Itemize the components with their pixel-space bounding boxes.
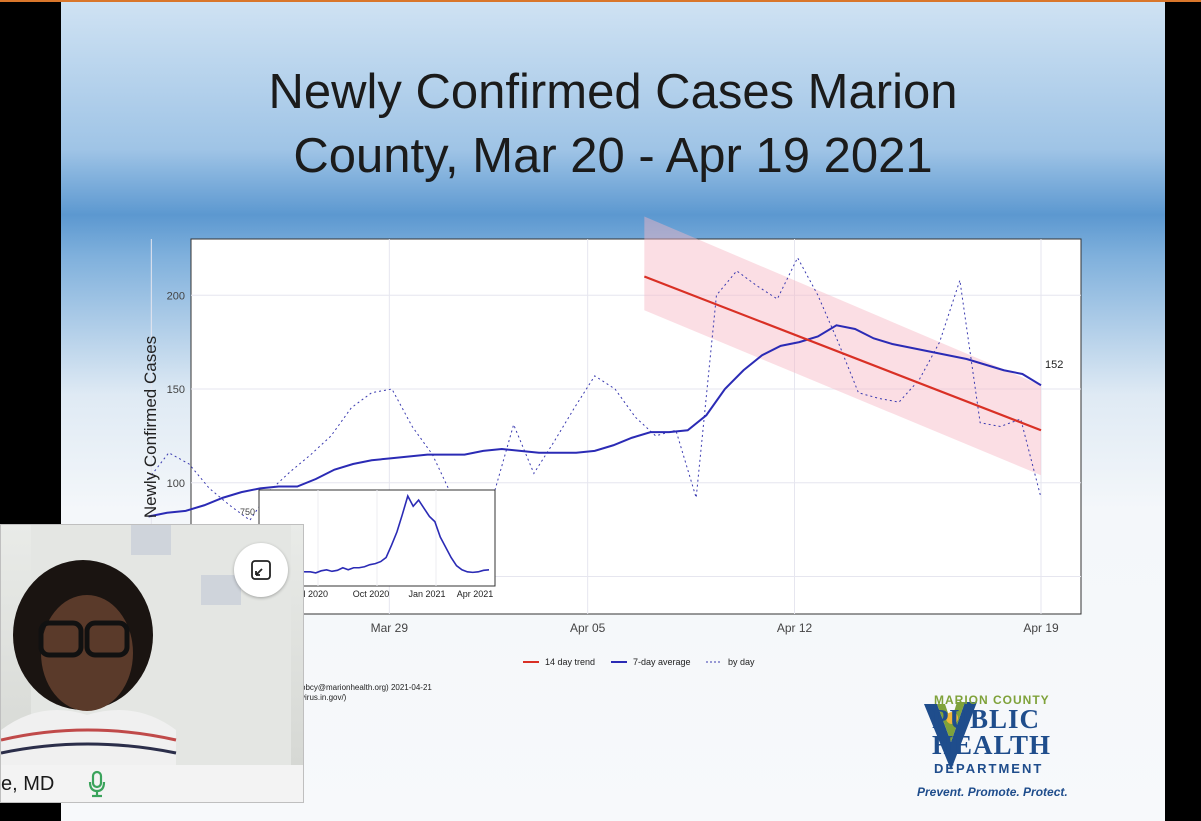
series-by-day (148, 256, 1042, 521)
last-value-label: 152 (1045, 359, 1063, 371)
inset-grid (317, 490, 437, 586)
series-7-day-average (148, 324, 1042, 518)
y-tick-label: 100 (167, 478, 185, 490)
trend-confidence-band (644, 216, 1041, 476)
logo-shield-icon (924, 702, 977, 770)
legend-item: 7-day average (611, 657, 691, 667)
speaker-video-tile[interactable]: e, MD (0, 524, 304, 803)
logo-health: HEALTH (932, 730, 1052, 760)
y-axis-label: Newly Confirmed Cases (141, 336, 160, 518)
trend-ci-band (644, 216, 1041, 476)
legend-item: by day (706, 657, 755, 667)
legend-label: 7-day average (633, 657, 691, 667)
participant-name-bar: e, MD (1, 765, 303, 802)
legend: 14 day trend 7-day average by day (523, 657, 755, 667)
expand-icon (251, 560, 271, 580)
microphone-icon[interactable] (87, 769, 107, 799)
x-tick-label: Mar 29 (371, 621, 409, 635)
x-tick-label: Apr 12 (777, 621, 813, 635)
health-department-logo (924, 702, 977, 770)
slide-title-line-1: Newly Confirmed Cases Marion (268, 65, 958, 119)
legend-label: by day (728, 657, 755, 667)
footnote-line-1: obcy@marionhealth.org) 2021-04-21 (301, 683, 432, 692)
inset-series-line (266, 493, 490, 574)
logo-public: PUBLIC (932, 704, 1041, 734)
inset-x-tick: Jul 2020 (294, 589, 328, 599)
legend-label: 14 day trend (545, 657, 595, 667)
logo-department: DEPARTMENT (934, 761, 1044, 776)
logo-county: MARION COUNTY (934, 693, 1050, 707)
participant-name: e, MD (1, 773, 55, 795)
x-tick-label: Apr 05 (570, 621, 606, 635)
inset-x-tick: Jan 2021 (408, 589, 445, 599)
legend-item: 14 day trend (523, 657, 595, 667)
slide-title-line-2: County, Mar 20 - Apr 19 2021 (293, 129, 933, 183)
expand-video-button[interactable] (234, 543, 288, 597)
inset-series (266, 493, 490, 574)
series-14-day-trend (643, 275, 1042, 432)
inset-x-tick: Apr 2021 (457, 589, 494, 599)
footnote-line-2: virus.in.gov/) (301, 693, 347, 702)
x-tick-label: Apr 19 (1023, 621, 1059, 635)
window-top-accent (0, 0, 1201, 2)
inset-x-tick: Oct 2020 (353, 589, 390, 599)
inset-y-tick: 750 (240, 507, 255, 517)
y-tick-label: 200 (167, 290, 185, 302)
series-lines (148, 256, 1042, 521)
logo-tagline: Prevent. Promote. Protect. (917, 785, 1068, 799)
speaker-video-image (1, 525, 291, 765)
slide-title: Newly Confirmed Cases Marion County, Mar… (61, 60, 1165, 188)
y-tick-label: 150 (167, 384, 185, 396)
